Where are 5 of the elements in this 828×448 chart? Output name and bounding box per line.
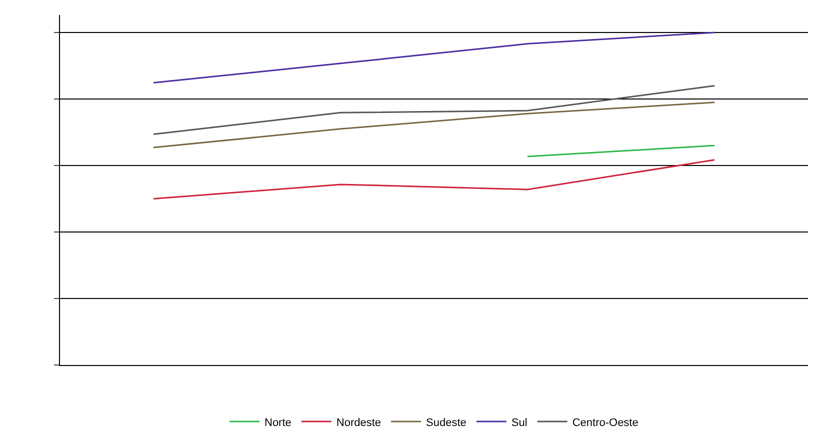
legend-label: Nordeste xyxy=(336,416,382,429)
legend-label: Sudeste xyxy=(426,416,466,429)
legend-label: Sul xyxy=(511,416,528,429)
legend-label: Centro-Oeste xyxy=(572,416,638,429)
legend-label: Norte xyxy=(264,416,292,429)
